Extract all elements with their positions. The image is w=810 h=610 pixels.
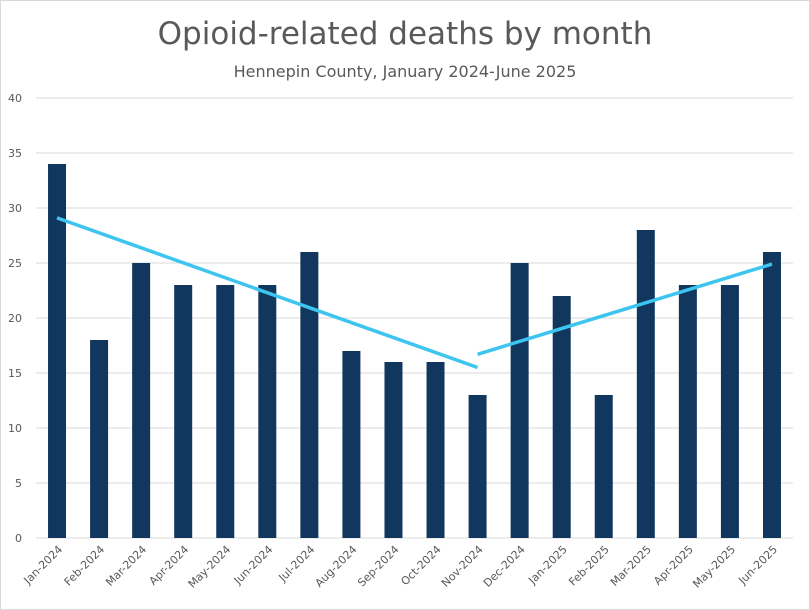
x-tick-label: Jun-2024 bbox=[231, 543, 276, 588]
bar bbox=[48, 164, 67, 538]
y-tick-label: 5 bbox=[15, 477, 22, 490]
x-tick-label: Mar-2025 bbox=[608, 543, 654, 589]
y-tick-label: 25 bbox=[8, 257, 22, 270]
bar bbox=[636, 230, 655, 538]
bar bbox=[258, 285, 277, 538]
x-tick-label: Dec-2024 bbox=[481, 543, 528, 590]
bar bbox=[384, 362, 403, 538]
bar bbox=[552, 296, 571, 538]
bar bbox=[594, 395, 613, 538]
chart-title: Opioid-related deaths by month bbox=[157, 16, 653, 52]
bar bbox=[216, 285, 235, 538]
x-tick-label: Mar-2024 bbox=[103, 543, 149, 589]
x-tick-label: Jun-2025 bbox=[735, 543, 780, 588]
y-tick-label: 10 bbox=[8, 422, 22, 435]
x-tick-label: Jan-2024 bbox=[21, 543, 65, 587]
x-tick-label: Oct-2024 bbox=[398, 543, 443, 588]
y-tick-label: 20 bbox=[8, 312, 22, 325]
x-tick-label: Apr-2024 bbox=[147, 543, 192, 588]
bar bbox=[762, 252, 781, 538]
x-tick-label: Jan-2025 bbox=[525, 543, 569, 587]
x-tick-label: Feb-2025 bbox=[566, 543, 612, 589]
bar bbox=[720, 285, 739, 538]
y-tick-label: 30 bbox=[8, 202, 22, 215]
bar bbox=[510, 263, 529, 538]
chart-subtitle: Hennepin County, January 2024-June 2025 bbox=[233, 62, 577, 81]
x-tick-label: Aug-2024 bbox=[313, 543, 360, 590]
bar bbox=[342, 351, 361, 538]
y-tick-label: 35 bbox=[8, 147, 22, 160]
bar bbox=[174, 285, 193, 538]
bar bbox=[90, 340, 109, 538]
trend-line bbox=[477, 262, 773, 356]
bar bbox=[678, 285, 697, 538]
y-tick-label: 0 bbox=[15, 532, 22, 545]
bar bbox=[132, 263, 151, 538]
bar bbox=[426, 362, 445, 538]
x-tick-label: May-2025 bbox=[690, 543, 738, 591]
x-tick-label: Jul-2024 bbox=[276, 543, 318, 585]
x-tick-label: Apr-2025 bbox=[651, 543, 696, 588]
trend-line bbox=[56, 216, 479, 370]
x-tick-label: Nov-2024 bbox=[439, 543, 486, 590]
bar bbox=[300, 252, 319, 538]
y-tick-label: 15 bbox=[8, 367, 22, 380]
bar bbox=[468, 395, 487, 538]
x-tick-label: Feb-2024 bbox=[62, 543, 108, 589]
y-tick-label: 40 bbox=[8, 92, 22, 105]
x-tick-label: May-2024 bbox=[186, 543, 234, 591]
x-tick-label: Sep-2024 bbox=[355, 543, 401, 589]
